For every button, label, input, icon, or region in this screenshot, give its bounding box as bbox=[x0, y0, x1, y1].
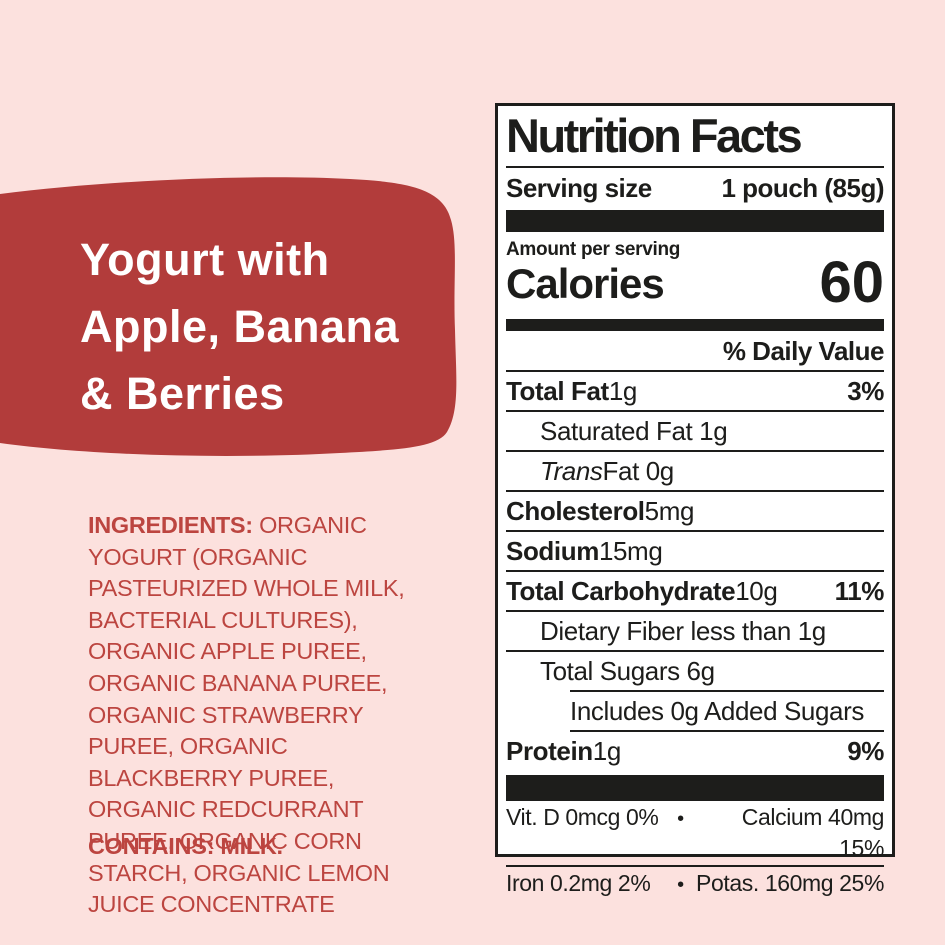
nutrient-row-total-carbohydrate: Total Carbohydrate 10g 11% bbox=[506, 572, 884, 610]
product-title-line-1: Yogurt with bbox=[80, 234, 330, 285]
product-title: Yogurt with Apple, Banana & Berries bbox=[80, 226, 399, 427]
rule bbox=[506, 610, 884, 612]
nutrient-row-protein: Protein 1g 9% bbox=[506, 732, 884, 770]
medium-divider-bar bbox=[506, 319, 884, 331]
serving-size-label: Serving size bbox=[506, 173, 652, 203]
rule-indented bbox=[570, 730, 884, 732]
nutrient-row-dietary-fiber: Dietary Fiber less than 1g bbox=[540, 616, 826, 646]
daily-value-percent: 3% bbox=[847, 376, 884, 406]
nutrient-row-sodium: Sodium 15mg bbox=[506, 536, 663, 566]
bullet-separator: • bbox=[677, 874, 684, 896]
rule bbox=[506, 410, 884, 412]
nutrient-row-trans-fat: Trans Fat 0g bbox=[540, 456, 674, 486]
nutrition-facts-title: Nutrition Facts bbox=[506, 108, 884, 168]
rule-indented bbox=[570, 690, 884, 692]
nutrient-row-saturated-fat: Saturated Fat 1g bbox=[540, 416, 728, 446]
micronutrient-row-2: Iron 0.2mg 2% • Potas. 160mg 25% bbox=[506, 867, 884, 902]
bullet-separator: • bbox=[677, 808, 684, 830]
nutrient-row-added-sugars: Includes 0g Added Sugars bbox=[570, 696, 864, 726]
product-title-line-2: Apple, Banana bbox=[80, 301, 400, 352]
micronutrient-row-1: Vit. D 0mcg 0% • Calcium 40mg 15% bbox=[506, 804, 884, 861]
product-title-line-3: & Berries bbox=[80, 368, 285, 419]
ingredients-label: INGREDIENTS: bbox=[88, 512, 253, 538]
daily-value-header: % Daily Value bbox=[722, 336, 885, 366]
nutrition-facts-panel: Nutrition Facts Serving size 1 pouch (85… bbox=[495, 103, 895, 896]
rule bbox=[506, 370, 884, 372]
serving-size-value: 1 pouch (85g) bbox=[721, 173, 884, 203]
serving-size-row: Serving size 1 pouch (85g) bbox=[506, 168, 884, 210]
rule bbox=[506, 865, 884, 867]
ingredients-body: ORGANIC YOGURT (ORGANIC PASTEURIZED WHOL… bbox=[88, 512, 405, 918]
rule bbox=[506, 450, 884, 452]
nutrient-row-total-fat: Total Fat 1g 3% bbox=[506, 372, 884, 410]
rule bbox=[506, 530, 884, 532]
calories-value: 60 bbox=[819, 250, 884, 315]
nutrient-row-total-sugars: Total Sugars 6g bbox=[540, 656, 715, 686]
rule bbox=[506, 570, 884, 572]
thick-divider-bar bbox=[506, 210, 884, 232]
daily-value-percent: 11% bbox=[834, 576, 885, 606]
contains-statement: CONTAINS: MILK. bbox=[88, 833, 283, 859]
amount-per-serving-label: Amount per serving bbox=[506, 239, 681, 260]
nutrient-row-cholesterol: Cholesterol 5mg bbox=[506, 496, 695, 526]
calories-row: Amount per serving Calories 60 bbox=[506, 239, 884, 315]
daily-value-percent: 9% bbox=[847, 736, 884, 766]
rule bbox=[506, 490, 884, 492]
rule bbox=[506, 650, 884, 652]
thick-divider-bar bbox=[506, 775, 884, 801]
calories-label: Calories bbox=[506, 260, 665, 307]
calories-left-block: Amount per serving Calories bbox=[506, 239, 680, 307]
ingredients-paragraph: INGREDIENTS: ORGANIC YOGURT (ORGANIC PAS… bbox=[88, 510, 444, 921]
product-title-blob bbox=[0, 177, 457, 456]
